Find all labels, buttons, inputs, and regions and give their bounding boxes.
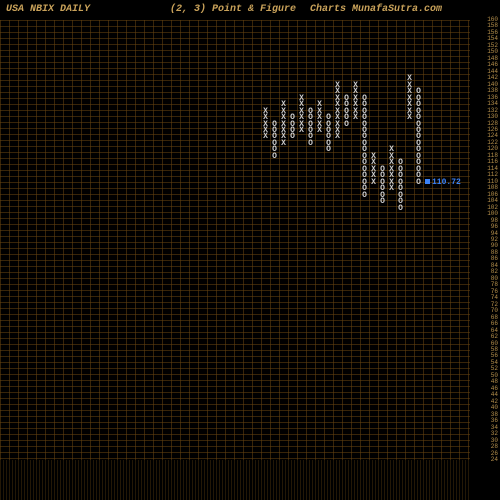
pnf-o-box: O: [396, 158, 405, 167]
pnf-x-box: X: [279, 100, 288, 109]
pnf-o-box: O: [306, 107, 315, 116]
pnf-o-box: O: [324, 113, 333, 122]
pnf-x-box: X: [387, 145, 396, 154]
marker-value: 110.72: [432, 178, 461, 187]
price-marker: 110.72: [425, 178, 461, 187]
marker-dot-icon: [425, 179, 430, 184]
pnf-columns: XXXXXOOOOOOXXXXXXXOOOOXXXXXXOOOOOOXXXXXO…: [0, 20, 470, 460]
y-tick: 24: [472, 457, 498, 463]
pnf-x-box: X: [351, 81, 360, 90]
pnf-chart: USA NBIX DAILY (2, 3) Point & Figure Cha…: [0, 0, 500, 500]
pnf-x-box: X: [315, 100, 324, 109]
chart-title-type: (2, 3) Point & Figure: [170, 4, 296, 15]
pnf-o-box: O: [414, 87, 423, 96]
pnf-x-box: X: [369, 152, 378, 161]
pnf-o-box: O: [270, 120, 279, 129]
pnf-x-box: X: [405, 74, 414, 83]
pnf-o-box: O: [360, 94, 369, 103]
y-axis: 1601581561541521501481461441421401381361…: [472, 20, 498, 460]
pnf-x-box: X: [261, 107, 270, 116]
chart-title-symbol: USA NBIX DAILY: [6, 4, 90, 15]
pnf-x-box: X: [333, 81, 342, 90]
pnf-o-box: O: [378, 165, 387, 174]
pnf-o-box: O: [288, 113, 297, 122]
pnf-o-box: O: [342, 94, 351, 103]
pnf-x-box: X: [297, 94, 306, 103]
chart-title-brand: Charts MunafaSutra.com: [310, 4, 442, 15]
bottom-stripe-region: [0, 460, 470, 500]
chart-header: USA NBIX DAILY (2, 3) Point & Figure Cha…: [0, 4, 500, 20]
